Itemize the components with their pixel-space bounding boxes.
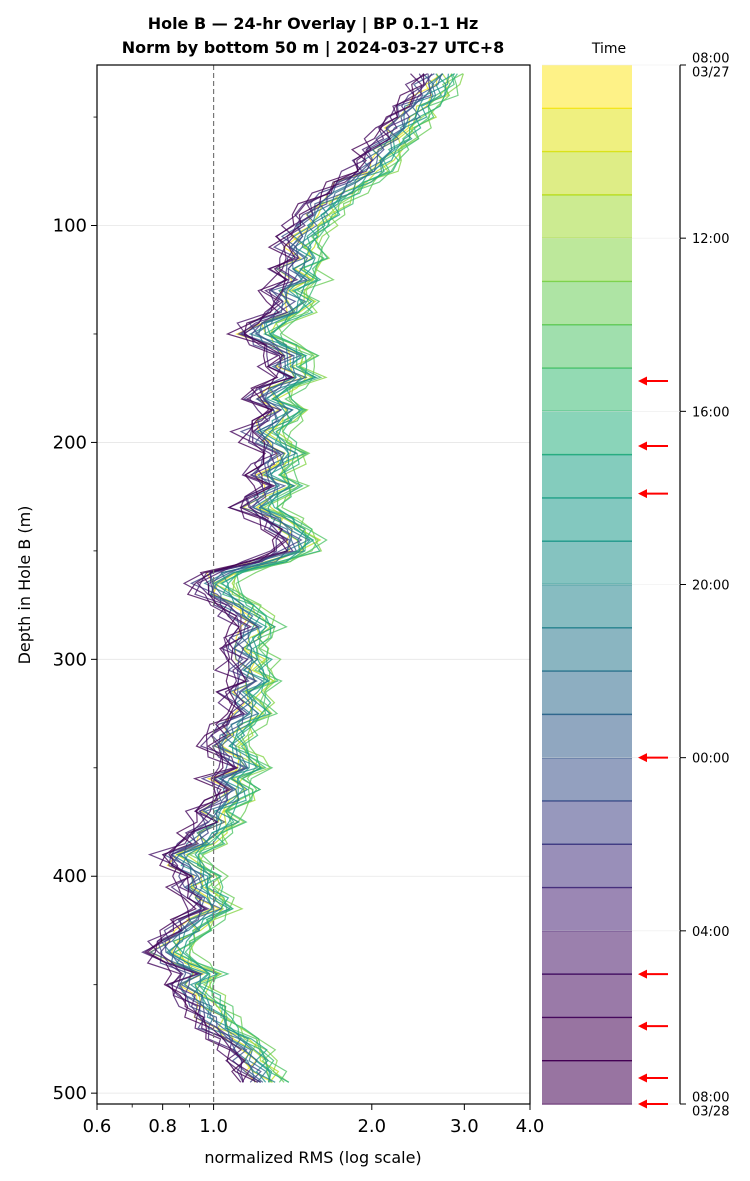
x-tick-label: 0.6 — [83, 1116, 112, 1137]
chart-title-line2: Norm by bottom 50 m | 2024-03-27 UTC+8 — [122, 38, 505, 58]
red-arrow-head — [638, 753, 647, 763]
colorbar-band — [542, 887, 632, 931]
x-tick-label: 3.0 — [450, 1116, 479, 1137]
x-tick-label: 1.0 — [199, 1116, 228, 1137]
red-arrow-head — [638, 1021, 647, 1031]
colorbar-tick-label: 20:00 — [692, 579, 729, 594]
colorbar-band — [542, 541, 632, 585]
series-line-1600 — [173, 73, 458, 1083]
colorbar-band — [542, 1060, 632, 1104]
series-line-0500 — [146, 73, 422, 1083]
colorbar-band — [542, 238, 632, 282]
series-line-2000 — [168, 73, 444, 1083]
colorbar-band — [542, 800, 632, 845]
red-arrow-head — [638, 441, 647, 451]
colorbar-band — [542, 65, 632, 109]
colorbar-tick-label: 03/27 — [692, 65, 729, 80]
red-arrow-head — [638, 376, 647, 386]
y-axis: 100 200 300 400 500 — [53, 116, 97, 1104]
chart-title-line1: Hole B — 24-hr Overlay | BP 0.1–1 Hz — [148, 14, 479, 34]
series-line-0600 — [146, 73, 425, 1083]
colorbar-tick-label: 03/28 — [692, 1104, 729, 1119]
colorbar-band — [542, 930, 632, 975]
grid-lines — [97, 225, 530, 1094]
colorbar-tick-label: 08:00 — [692, 1090, 729, 1105]
colorbar-band — [542, 844, 632, 888]
series-line-1700 — [172, 73, 456, 1083]
x-tick-label: 0.8 — [148, 1116, 177, 1137]
colorbar-band — [542, 627, 632, 672]
x-tick-label: 4.0 — [516, 1116, 545, 1137]
colorbar-band — [542, 108, 632, 152]
colorbar-title: Time — [591, 41, 626, 57]
y-tick-label: 300 — [53, 649, 87, 670]
colorbar-band — [542, 1017, 632, 1061]
x-tick-label: 2.0 — [357, 1116, 386, 1137]
colorbar-band — [542, 281, 632, 325]
colorbar-tick-label: 04:00 — [692, 925, 729, 940]
colorbar-axis: 08:0003/2712:0016:0020:0000:0004:0008:00… — [542, 51, 729, 1119]
colorbar-band — [542, 194, 632, 239]
red-arrow-head — [638, 1073, 647, 1083]
colorbar-band — [542, 497, 632, 542]
colorbar-band — [542, 584, 632, 628]
colorbar-band — [542, 411, 632, 455]
y-tick-label: 100 — [53, 216, 87, 237]
plot-frame — [96, 64, 531, 1105]
x-axis: 0.6 0.8 1.0 2.0 3.0 4.0 — [83, 1104, 545, 1137]
series-line-1500 — [184, 73, 455, 1083]
colorbar-tick-label: 16:00 — [692, 405, 729, 420]
colorbar — [542, 65, 632, 1105]
colorbar-tick-label: 08:00 — [692, 51, 729, 66]
series-lines — [141, 73, 464, 1083]
x-axis-label: normalized RMS (log scale) — [204, 1148, 421, 1167]
series-line-0400 — [146, 73, 428, 1083]
series-line-0700 — [144, 73, 425, 1083]
series-line-2300 — [148, 73, 443, 1083]
red-arrow-head — [638, 489, 647, 499]
colorbar-tick-label: 12:00 — [692, 232, 729, 247]
colorbar-band — [542, 974, 632, 1018]
colorbar-band — [542, 714, 632, 758]
colorbar-arrows — [638, 376, 668, 1109]
y-tick-label: 200 — [53, 432, 87, 453]
colorbar-tick-label: 00:00 — [692, 752, 729, 767]
red-arrow-head — [638, 969, 647, 979]
colorbar-band — [542, 671, 632, 715]
y-tick-label: 500 — [53, 1083, 87, 1104]
y-axis-label: Depth in Hole B (m) — [15, 506, 34, 665]
colorbar-band — [542, 757, 632, 801]
series-line-1200 — [173, 73, 464, 1083]
series-line-2200 — [170, 73, 435, 1083]
colorbar-band — [542, 324, 632, 369]
colorbar-band — [542, 454, 632, 498]
red-arrow-head — [638, 1099, 647, 1109]
series-line-0900 — [170, 73, 444, 1083]
y-tick-label: 400 — [53, 866, 87, 887]
colorbar-band — [542, 368, 632, 412]
colorbar-band — [542, 151, 632, 195]
